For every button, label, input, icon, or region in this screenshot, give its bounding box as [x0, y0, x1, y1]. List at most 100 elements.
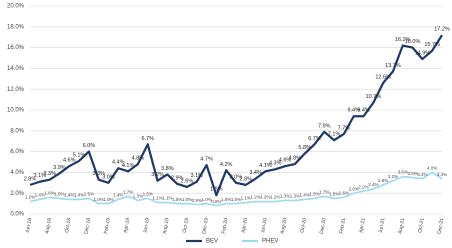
- legend-label: PHEV: [262, 239, 278, 245]
- x-tick-label: Jun-19: [142, 217, 151, 233]
- data-label: 7.1%: [328, 132, 341, 138]
- data-label: 1.0%: [182, 197, 192, 202]
- data-label: 2.6%: [181, 178, 194, 184]
- data-label: 17.2%: [434, 27, 450, 33]
- data-label: 1.0%: [103, 197, 113, 202]
- y-tick-label: 20.0%: [7, 4, 25, 10]
- data-label: 1.3%: [290, 194, 300, 199]
- data-label: 1.0%: [94, 197, 104, 202]
- data-label: 3.2%: [151, 172, 164, 178]
- data-label: 15.7%: [424, 42, 440, 48]
- y-tick-label: 6.0%: [10, 149, 24, 155]
- data-label: 1.6%: [44, 191, 54, 196]
- x-tick-label: Dec-21: [437, 217, 446, 234]
- data-label: 3.3%: [43, 171, 56, 177]
- data-label: 3.1%: [190, 173, 203, 179]
- y-tick-label: 14.0%: [7, 66, 25, 72]
- data-label: 4.8%: [132, 156, 145, 162]
- data-label: 3.4%: [437, 172, 447, 177]
- data-label: 4.0%: [427, 166, 437, 171]
- data-label: 13.7%: [385, 63, 401, 69]
- y-tick-label: 8.0%: [10, 128, 24, 134]
- data-label: 4.1%: [122, 163, 135, 169]
- data-label: 3.0%: [102, 174, 115, 180]
- data-label: 10.7%: [366, 94, 382, 100]
- y-tick-label: 10.0%: [7, 108, 25, 114]
- data-label: 3.4%: [249, 170, 262, 176]
- data-label: 1.2%: [270, 195, 280, 200]
- data-label: 2.0%: [349, 186, 359, 191]
- data-label: 4.6%: [63, 158, 76, 164]
- data-label: 1.1%: [152, 196, 162, 201]
- data-label: 2.8%: [378, 178, 388, 183]
- x-tick-label: Aug-20: [280, 217, 289, 234]
- x-tick-label: Oct-21: [417, 217, 426, 233]
- data-label: 1.5%: [54, 192, 64, 197]
- data-label: 16.0%: [405, 39, 421, 45]
- data-label: 3.0%: [230, 174, 243, 180]
- data-label: 1.6%: [339, 191, 349, 196]
- data-label: 1.0%: [221, 197, 231, 202]
- x-tick-label: Dec-19: [201, 217, 210, 234]
- x-tick-label: Oct-19: [182, 217, 191, 233]
- data-label: 1.4%: [300, 193, 310, 198]
- x-tick-label: Feb-19: [103, 217, 112, 234]
- data-label: 1.5%: [84, 192, 94, 197]
- x-tick-label: Jun-20: [260, 217, 269, 233]
- data-label: 4.8%: [289, 156, 302, 162]
- data-label: 1.4%: [64, 193, 74, 198]
- x-tick-label: Aug-21: [397, 217, 406, 234]
- data-label: 3.9%: [53, 165, 66, 171]
- data-label: 1.2%: [250, 195, 260, 200]
- data-label: 4.1%: [259, 163, 272, 169]
- y-tick-label: 0.0%: [10, 212, 24, 218]
- x-tick-label: Oct-20: [299, 217, 308, 233]
- data-label: 7.9%: [318, 123, 331, 129]
- data-label: 1.5%: [329, 192, 339, 197]
- data-label: 1.0%: [231, 197, 241, 202]
- data-label: 3.5%: [407, 171, 417, 176]
- data-label: 1.5%: [309, 192, 319, 197]
- data-label: 2.4%: [368, 182, 378, 187]
- x-tick-label: Oct-18: [64, 217, 73, 233]
- y-tick-label: 16.0%: [7, 45, 25, 51]
- data-label: 1.3%: [133, 194, 143, 199]
- data-label: 1.7%: [123, 190, 133, 195]
- x-tick-label: Jun-18: [25, 217, 34, 233]
- data-label: 4.6%: [279, 158, 292, 164]
- x-tick-label: Feb-21: [339, 217, 348, 234]
- data-label: 1.4%: [74, 193, 84, 198]
- data-label: 3.6%: [398, 170, 408, 175]
- series-line: [29, 171, 443, 207]
- data-label: 9.4%: [347, 108, 360, 114]
- data-label: 1.5%: [143, 192, 153, 197]
- data-label: 1.0%: [172, 197, 182, 202]
- data-label: 3.8%: [161, 166, 174, 172]
- x-tick-label: Dec-20: [319, 217, 328, 234]
- data-label: 4.7%: [200, 157, 213, 163]
- data-label: 14.9%: [415, 50, 431, 56]
- data-label: 3.3%: [92, 171, 105, 177]
- data-label: 1.1%: [241, 196, 251, 201]
- x-tick-label: Jun-21: [378, 217, 387, 233]
- y-tick-label: 18.0%: [7, 24, 25, 30]
- x-tick-label: Feb-20: [221, 217, 230, 234]
- data-label: 1.3%: [280, 194, 290, 199]
- data-label: 0.8%: [211, 199, 221, 204]
- y-tick-label: 12.0%: [7, 87, 25, 93]
- data-label: 0.9%: [192, 198, 202, 203]
- x-tick-label: Aug-18: [44, 217, 53, 234]
- data-label: 1.4%: [35, 193, 45, 198]
- data-label: 5.8%: [298, 145, 311, 151]
- data-label: 1.7%: [319, 190, 329, 195]
- x-tick-label: Apr-19: [123, 217, 132, 233]
- data-label: 3.1%: [34, 173, 47, 179]
- data-label: 1.2%: [260, 195, 270, 200]
- data-label: 3.4%: [417, 172, 427, 177]
- data-label: 2.8%: [240, 176, 253, 182]
- data-label: 16.2%: [395, 37, 411, 43]
- data-label: 2.9%: [171, 175, 184, 181]
- data-label: 1.8%: [210, 187, 223, 193]
- data-label: 1.4%: [113, 193, 123, 198]
